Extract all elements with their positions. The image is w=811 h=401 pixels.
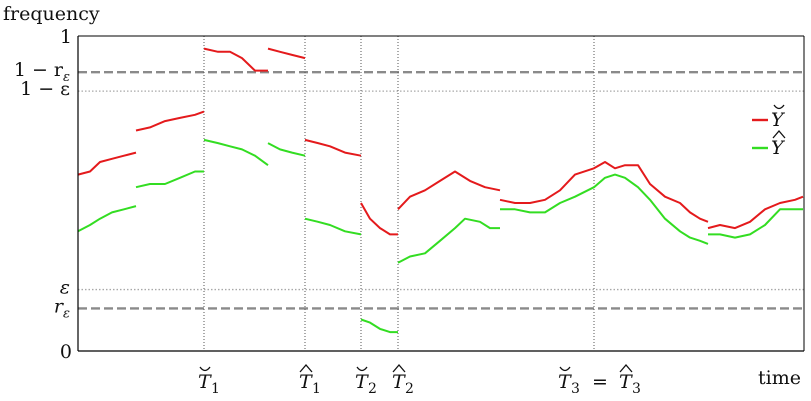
reference-lines bbox=[78, 71, 804, 310]
series-segment bbox=[500, 173, 709, 245]
breve-accent bbox=[356, 366, 368, 372]
event-label-subscript: 2 bbox=[368, 381, 377, 397]
event-label-letter: T bbox=[619, 371, 633, 393]
hat-accent bbox=[619, 364, 633, 373]
hat-accent bbox=[772, 130, 786, 139]
series-segment bbox=[304, 217, 362, 236]
equals-sign: = bbox=[592, 371, 608, 393]
event-label-subscript: 2 bbox=[405, 381, 414, 397]
y-tick-label: 0 bbox=[60, 341, 72, 363]
y-tick-label: 1 bbox=[60, 26, 72, 48]
series-segment bbox=[360, 202, 398, 236]
event-label-subscript: 3 bbox=[632, 381, 641, 397]
event-label-subscript: 3 bbox=[571, 381, 580, 397]
x-axis-label: time bbox=[758, 367, 801, 389]
event-label-subscript: 1 bbox=[211, 381, 220, 397]
breve-accent bbox=[559, 366, 571, 372]
series-segment bbox=[203, 47, 268, 72]
series-segment bbox=[267, 47, 306, 60]
event-lines bbox=[203, 36, 595, 351]
event-label-letter: T bbox=[392, 371, 406, 393]
reference-line-label: ε bbox=[60, 277, 70, 299]
breve-accent bbox=[199, 366, 211, 372]
hat-accent bbox=[299, 364, 313, 373]
event-label-subscript: 1 bbox=[312, 381, 321, 397]
breve-accent bbox=[773, 104, 785, 110]
hat-accent bbox=[392, 364, 406, 373]
series-group bbox=[77, 138, 803, 334]
series-segment bbox=[304, 138, 362, 157]
series-segment bbox=[77, 205, 137, 233]
series-segment bbox=[708, 208, 803, 239]
series-segment bbox=[203, 138, 269, 167]
series-lines bbox=[77, 47, 804, 334]
series-segment bbox=[135, 110, 205, 132]
event-label-letter: T bbox=[558, 371, 572, 393]
legend: YY bbox=[752, 104, 786, 159]
series-segment bbox=[397, 217, 500, 264]
reference-line-label: rε bbox=[54, 295, 70, 321]
reference-line-label: 1 − rε bbox=[14, 59, 70, 85]
series-segment bbox=[77, 151, 137, 176]
event-label-letter: T bbox=[355, 371, 369, 393]
series-segment bbox=[499, 161, 709, 223]
event-label-letter: T bbox=[198, 371, 212, 393]
axes bbox=[77, 35, 805, 352]
series-group bbox=[77, 47, 804, 236]
legend-label: Y bbox=[771, 109, 786, 131]
legend-label: Y bbox=[771, 137, 786, 159]
series-segment bbox=[397, 170, 501, 210]
event-label: T 3 = T 3 bbox=[558, 364, 641, 397]
series-segment bbox=[360, 318, 398, 334]
series-segment bbox=[135, 170, 204, 189]
reference-line-label: 1 − ε bbox=[20, 78, 70, 100]
series-segment bbox=[267, 142, 306, 157]
y-axis-label: frequency bbox=[3, 3, 100, 25]
event-label-letter: T bbox=[299, 371, 313, 393]
series-segment bbox=[707, 195, 804, 230]
